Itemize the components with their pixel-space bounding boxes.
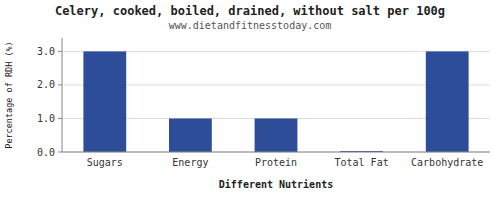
tick-mark xyxy=(58,51,62,52)
tick-label: Protein xyxy=(255,157,297,168)
bar xyxy=(426,51,469,152)
subtitle: www.dietandfitnesstoday.com xyxy=(169,20,332,31)
y-axis-line xyxy=(62,38,63,152)
bar xyxy=(83,51,126,152)
tick-mark xyxy=(58,152,62,153)
chart: Celery, cooked, boiled, drained, without… xyxy=(0,0,500,200)
tick-label: Sugars xyxy=(87,157,123,168)
tick-label: Energy xyxy=(172,157,208,168)
y-axis: 0.0 1.0 2.0 3.0 xyxy=(37,46,490,158)
bars xyxy=(83,51,468,152)
tick-mark xyxy=(58,84,62,85)
bar xyxy=(169,118,212,152)
title: Celery, cooked, boiled, drained, without… xyxy=(55,4,445,18)
bar xyxy=(255,118,298,152)
tick-label: 3.0 xyxy=(37,46,55,57)
grid-line xyxy=(62,152,490,153)
x-axis-line xyxy=(62,152,490,153)
tick-label: 0.0 xyxy=(37,147,55,158)
y-axis-label: Percentage of RDH (%) xyxy=(4,41,14,148)
tick-label: Carbohydrate xyxy=(411,157,483,168)
x-axis-label: Different Nutrients xyxy=(219,179,333,190)
tick-label: 1.0 xyxy=(37,113,55,124)
tick-label: Total Fat xyxy=(335,157,389,168)
tick-mark xyxy=(58,118,62,119)
tick-label: 2.0 xyxy=(37,79,55,90)
